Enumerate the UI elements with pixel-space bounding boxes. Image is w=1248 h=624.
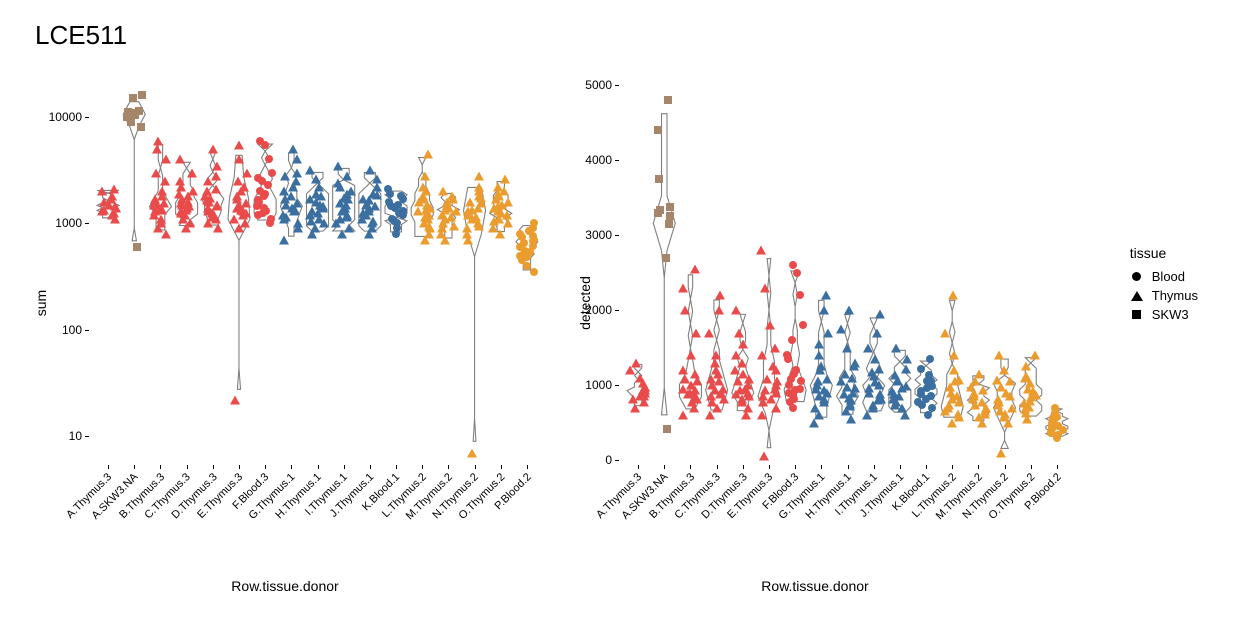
- x-tick-mark: [448, 465, 449, 469]
- x-tick-mark: [638, 465, 639, 469]
- legend: tissue Blood Thymus SKW3: [1130, 245, 1198, 326]
- x-axis-label-right: Row.tissue.donor: [761, 578, 868, 594]
- x-axis-label-left: Row.tissue.donor: [231, 578, 338, 594]
- plot-area: sum 10100100010000 A.Thymus.3A.SKW3.NAB.…: [20, 60, 1080, 600]
- x-tick-mark: [900, 465, 901, 469]
- legend-item-skw3: SKW3: [1130, 307, 1198, 322]
- x-tick-mark: [396, 465, 397, 469]
- violin-outline: [625, 85, 1070, 460]
- y-ticks-right: 010002000300040005000: [550, 85, 620, 460]
- x-ticks-left: A.Thymus.3A.SKW3.NAB.Thymus.3C.Thymus.3D…: [95, 465, 540, 570]
- data-point: [1051, 404, 1059, 412]
- legend-title: tissue: [1130, 245, 1198, 261]
- triangle-icon: [1130, 289, 1144, 303]
- data-point: [525, 227, 533, 235]
- y-tick-label: 10000: [49, 110, 82, 124]
- y-tick-label: 2000: [585, 303, 612, 317]
- plot-region-left: [95, 85, 540, 460]
- x-tick-mark: [370, 465, 371, 469]
- legend-label: SKW3: [1152, 307, 1189, 322]
- data-point: [1059, 426, 1067, 434]
- x-tick-mark: [821, 465, 822, 469]
- y-ticks-left: 10 100 1000 10000: [20, 85, 90, 460]
- circle-icon: [1130, 270, 1144, 284]
- x-tick-mark: [795, 465, 796, 469]
- x-tick-mark: [1005, 465, 1006, 469]
- x-tick-mark: [134, 465, 135, 469]
- legend-item-blood: Blood: [1130, 269, 1198, 284]
- x-tick-mark: [213, 465, 214, 469]
- plot-region-right: [625, 85, 1070, 460]
- violin-outline: [95, 85, 540, 460]
- x-tick-mark: [926, 465, 927, 469]
- x-tick-mark: [527, 465, 528, 469]
- legend-label: Thymus: [1152, 288, 1198, 303]
- x-tick-mark: [344, 465, 345, 469]
- data-point: [516, 230, 524, 238]
- x-tick-mark: [108, 465, 109, 469]
- x-tick-mark: [664, 465, 665, 469]
- y-tick-label: 10: [69, 429, 82, 443]
- x-tick-mark: [769, 465, 770, 469]
- x-tick-mark: [160, 465, 161, 469]
- x-tick-mark: [717, 465, 718, 469]
- panel-right: detected 010002000300040005000 A.Thymus.…: [550, 60, 1080, 600]
- x-tick-mark: [978, 465, 979, 469]
- y-tick-label: 4000: [585, 153, 612, 167]
- x-tick-mark: [291, 465, 292, 469]
- y-tick-label: 1000: [585, 378, 612, 392]
- data-point: [530, 268, 538, 276]
- x-tick-mark: [475, 465, 476, 469]
- chart-title: LCE511: [35, 20, 127, 51]
- panel-left: sum 10100100010000 A.Thymus.3A.SKW3.NAB.…: [20, 60, 550, 600]
- legend-label: Blood: [1152, 269, 1185, 284]
- x-tick-mark: [265, 465, 266, 469]
- x-tick-mark: [952, 465, 953, 469]
- x-tick-mark: [743, 465, 744, 469]
- x-tick-mark: [874, 465, 875, 469]
- legend-item-thymus: Thymus: [1130, 288, 1198, 303]
- y-tick-label: 5000: [585, 78, 612, 92]
- data-point: [530, 219, 538, 227]
- y-tick-label: 100: [62, 323, 82, 337]
- y-tick-label: 3000: [585, 228, 612, 242]
- x-tick-mark: [1031, 465, 1032, 469]
- square-icon: [1130, 308, 1144, 322]
- x-tick-mark: [187, 465, 188, 469]
- x-tick-mark: [690, 465, 691, 469]
- x-ticks-right: A.Thymus.3A.SKW3.NAB.Thymus.3C.Thymus.3D…: [625, 465, 1070, 570]
- y-tick-label: 1000: [55, 216, 82, 230]
- x-tick-mark: [422, 465, 423, 469]
- x-tick-mark: [318, 465, 319, 469]
- data-point: [1049, 414, 1057, 422]
- x-tick-mark: [848, 465, 849, 469]
- y-tick-label: 0: [605, 453, 612, 467]
- x-tick-mark: [239, 465, 240, 469]
- x-tick-mark: [501, 465, 502, 469]
- x-tick-mark: [1057, 465, 1058, 469]
